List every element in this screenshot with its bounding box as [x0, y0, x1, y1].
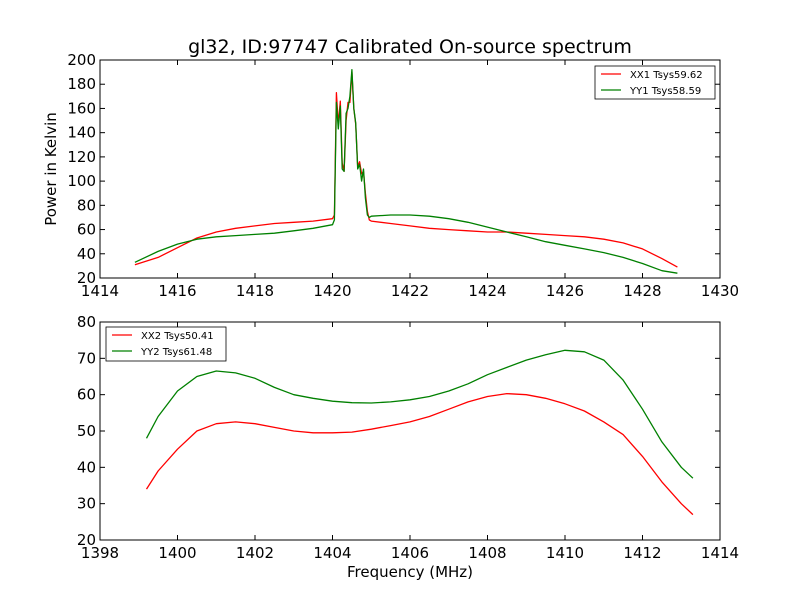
bottom-x-tick-label: 1402	[236, 544, 274, 562]
top-legend: XX1 Tsys59.62 YY1 Tsys58.59	[594, 65, 716, 100]
top-x-tick-label: 1414	[81, 282, 119, 300]
top-plot-frame	[99, 59, 721, 279]
top-y-tick-label: 180	[67, 75, 96, 93]
top-x-tick-label: 1430	[701, 282, 739, 300]
bottom-legend-label-yy2: YY2 Tsys61.48	[140, 347, 212, 358]
bottom-x-tick-label: 1408	[468, 544, 506, 562]
bottom-y-tick-label: 60	[77, 386, 96, 404]
top-legend-label-yy1: YY1 Tsys58.59	[629, 86, 701, 97]
bottom-series-yy-line	[145, 349, 694, 479]
bottom-x-tick-label: 1406	[391, 544, 429, 562]
top-legend-label-xx1: XX1 Tsys59.62	[630, 70, 703, 81]
top-x-tick-label: 1424	[468, 282, 506, 300]
top-y-tick-label: 200	[67, 51, 96, 69]
bottom-legend: XX2 Tsys50.41 YY2 Tsys61.48	[105, 326, 227, 362]
top-spectrum-panel: 1414 1416 1418 1420 1422 1424 1426 1428 1430 20 40…	[42, 51, 739, 300]
top-y-tick-label: 140	[67, 124, 96, 142]
bottom-x-tick-label: 1412	[623, 544, 661, 562]
top-x-tick-label: 1422	[391, 282, 429, 300]
bottom-y-tick-label: 40	[77, 458, 96, 476]
top-y-tick-label: 40	[77, 245, 96, 263]
bottom-y-tick-label: 30	[77, 495, 96, 513]
bottom-legend-box	[105, 326, 227, 362]
bottom-plot-frame	[99, 321, 721, 541]
top-y-tick-label: 20	[77, 269, 96, 287]
bottom-x-tick-label: 1410	[546, 544, 584, 562]
top-x-tick-label: 1416	[158, 282, 196, 300]
figure-title: gl32, ID:97747 Calibrated On-source spec…	[188, 36, 632, 58]
top-x-tick-label: 1426	[546, 282, 584, 300]
bottom-x-tick-label: 1398	[81, 544, 119, 562]
bottom-x-tick-label: 1414	[701, 544, 739, 562]
top-y-tick-label: 120	[67, 148, 96, 166]
bottom-x-axis-label: Frequency (MHz)	[347, 563, 473, 581]
bottom-legend-label-xx2: XX2 Tsys50.41	[141, 331, 214, 342]
bottom-y-tick-label: 20	[77, 531, 96, 549]
top-x-tick-label: 1418	[236, 282, 274, 300]
top-x-tick-label: 1420	[313, 282, 351, 300]
bottom-series-xx-line	[145, 392, 694, 516]
top-y-tick-label: 160	[67, 99, 96, 117]
bottom-x-tick-label: 1400	[158, 544, 196, 562]
top-x-tick-label: 1428	[623, 282, 661, 300]
top-legend-box	[594, 65, 716, 100]
bottom-y-tick-label: 50	[77, 422, 96, 440]
top-y-tick-label: 80	[77, 196, 96, 214]
top-y-tick-label: 60	[77, 221, 96, 239]
top-series-xx-line	[134, 71, 678, 268]
top-y-tick-label: 100	[67, 172, 96, 190]
bottom-y-tick-label: 80	[77, 313, 96, 331]
bottom-y-tick-label: 70	[77, 349, 96, 367]
top-y-axis-label: Power in Kelvin	[42, 112, 60, 226]
top-series-yy-line	[134, 69, 678, 274]
bottom-spectrum-panel: 1398 1400 1402 1404 1406 1408 1410 1412 1414 20 30…	[77, 313, 739, 581]
bottom-x-tick-label: 1404	[313, 544, 351, 562]
